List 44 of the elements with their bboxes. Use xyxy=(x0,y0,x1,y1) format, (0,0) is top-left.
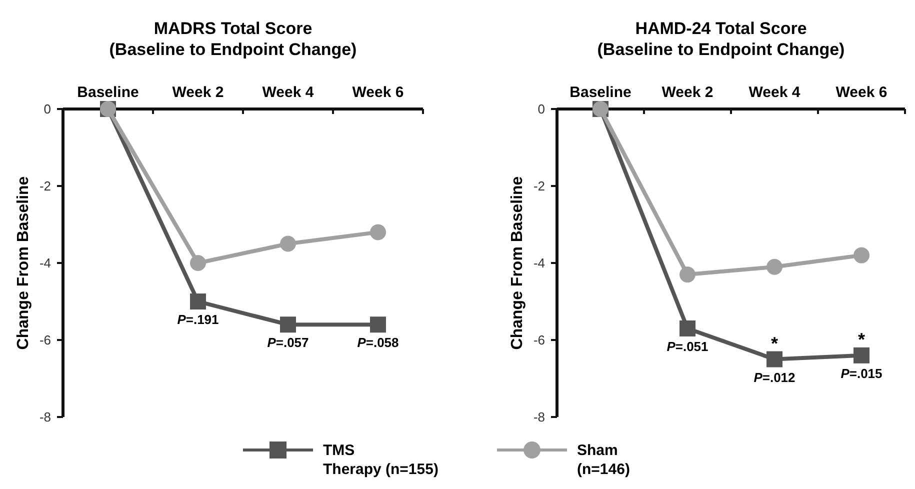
y-tick-label: -8 xyxy=(533,410,545,425)
x-tick-label: Week 2 xyxy=(172,84,224,101)
point xyxy=(190,294,206,310)
y-tick-label: -4 xyxy=(39,256,51,271)
x-tick-label: Baseline xyxy=(77,84,139,101)
point xyxy=(370,316,386,333)
x-tick-label: Week 6 xyxy=(352,84,404,101)
y-tick-label: -2 xyxy=(39,178,51,194)
y-tick-label: -6 xyxy=(39,332,51,348)
annotation: P=.012 xyxy=(754,370,796,385)
annotation: P=.015 xyxy=(840,366,882,381)
annotation: P=.057 xyxy=(267,335,309,350)
point xyxy=(680,266,696,283)
x-tick-label: Week 4 xyxy=(748,84,801,101)
y-axis-title: Change From Baseline xyxy=(15,176,32,350)
y-tick-label: 0 xyxy=(538,102,545,117)
x-tick-label: Week 2 xyxy=(662,84,714,101)
annotation: * xyxy=(770,334,778,354)
x-tick-label: Week 4 xyxy=(262,84,314,101)
y-tick-label: -4 xyxy=(533,256,545,271)
annotation: P=.191 xyxy=(177,312,219,328)
point xyxy=(766,258,782,275)
y-tick-label: 0 xyxy=(44,102,51,117)
point xyxy=(854,247,870,264)
annotation: P=.051 xyxy=(666,339,708,354)
point xyxy=(766,351,782,368)
annotation: P=.058 xyxy=(357,335,399,350)
legend-label: TMS Therapy (n=155) xyxy=(323,442,438,478)
y-tick-label: -6 xyxy=(533,332,545,348)
point xyxy=(370,224,386,240)
y-tick-label: -8 xyxy=(39,410,51,425)
chart-title: HAMD-24 Total Score (Baseline to Endpoint Change) xyxy=(597,19,845,59)
point xyxy=(280,316,296,333)
y-axis-title: Change From Baseline xyxy=(509,176,526,350)
x-tick-label: Baseline xyxy=(570,84,632,101)
annotation: * xyxy=(858,330,866,350)
chart-title: MADRS Total Score (Baseline to Endpoint Change) xyxy=(109,19,357,59)
y-tick-label: -2 xyxy=(533,178,545,194)
legend-label: Sham (n=146) xyxy=(577,442,630,478)
point xyxy=(280,236,296,252)
point xyxy=(680,320,696,336)
point xyxy=(190,255,206,271)
point xyxy=(854,347,870,364)
x-tick-label: Week 6 xyxy=(836,84,888,101)
